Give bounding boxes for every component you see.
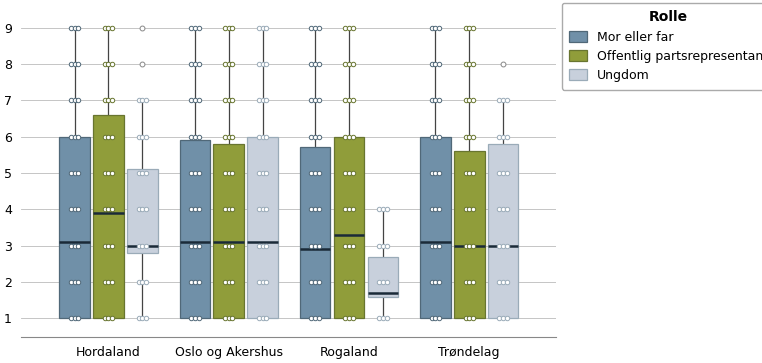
- Bar: [127, 169, 158, 253]
- Legend: Mor eller far, Offentlig partsrepresentant, Ungdom: Mor eller far, Offentlig partsrepresenta…: [562, 3, 762, 90]
- Bar: [488, 144, 518, 318]
- Bar: [180, 140, 210, 318]
- Bar: [454, 151, 485, 318]
- Bar: [93, 115, 123, 318]
- Bar: [213, 144, 244, 318]
- Bar: [59, 136, 90, 318]
- Bar: [248, 136, 278, 318]
- Bar: [367, 257, 399, 297]
- Bar: [420, 136, 450, 318]
- Bar: [299, 147, 331, 318]
- Bar: [334, 136, 364, 318]
